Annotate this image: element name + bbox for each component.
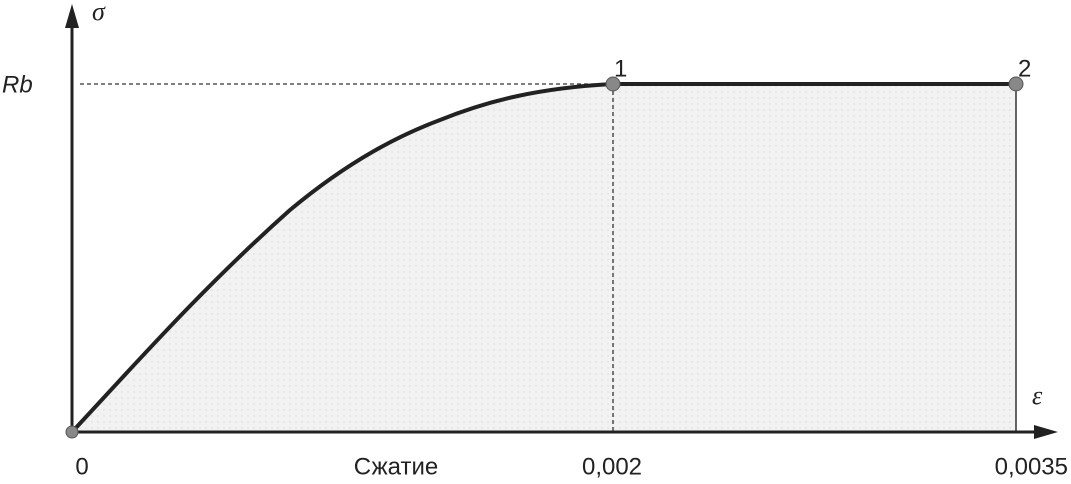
- caption: Сжатие: [354, 453, 438, 480]
- shaded-area: [72, 84, 1016, 432]
- x-tick-label: 0: [75, 453, 88, 480]
- y-axis-arrow: [65, 4, 79, 28]
- level-label: Rb: [2, 71, 33, 98]
- y-axis-label: σ: [92, 0, 106, 26]
- point-label: 1: [614, 55, 627, 82]
- point-2-dot: [1008, 76, 1024, 92]
- x-tick-label: 0,002: [582, 453, 642, 480]
- point-label: 2: [1018, 55, 1031, 82]
- x-axis-arrow: [1034, 425, 1058, 439]
- point-1-dot: [605, 76, 621, 92]
- x-axis-label: ε: [1032, 381, 1043, 410]
- origin-dot: [65, 425, 79, 439]
- x-tick-label: 0,0035: [995, 453, 1068, 480]
- stress-curve: [70, 82, 1016, 434]
